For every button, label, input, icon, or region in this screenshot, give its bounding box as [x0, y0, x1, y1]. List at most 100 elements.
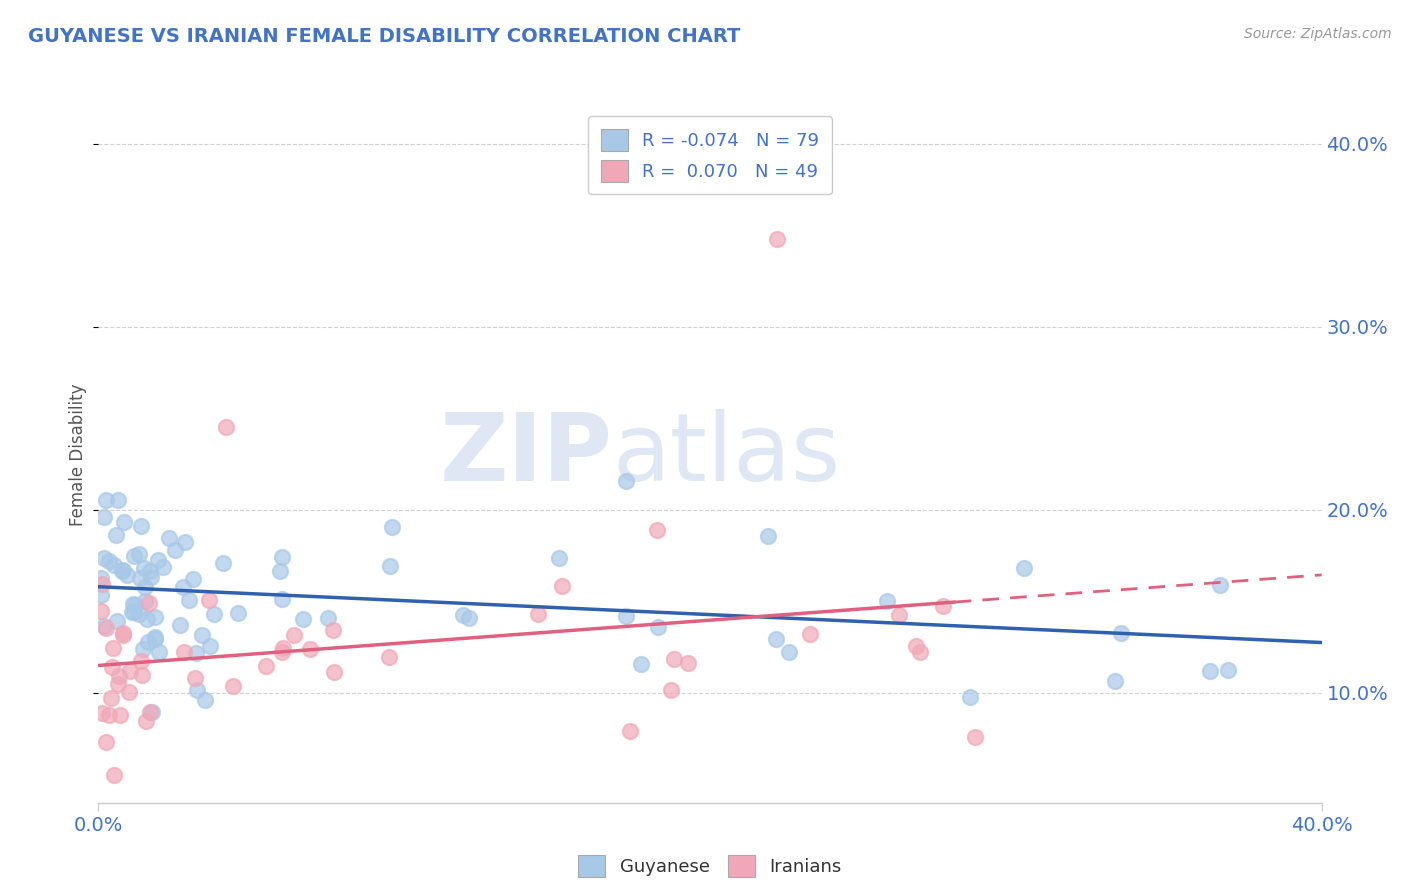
Text: ZIP: ZIP: [439, 409, 612, 501]
Point: [129, 519, 152, 533]
Point: [380, 559, 402, 574]
Point: [122, 597, 145, 611]
Point: [121, 605, 143, 619]
Point: [645, 524, 668, 538]
Point: [193, 693, 215, 707]
Point: [619, 724, 641, 739]
Point: [93, 509, 115, 524]
Text: Source: ZipAtlas.com: Source: ZipAtlas.com: [1244, 27, 1392, 41]
Point: [614, 475, 637, 489]
Point: [112, 515, 135, 529]
Point: [1012, 561, 1035, 575]
Y-axis label: Female Disability: Female Disability: [69, 384, 87, 526]
Point: [108, 668, 131, 682]
Point: [1199, 664, 1222, 678]
Point: [659, 683, 682, 698]
Point: [165, 543, 187, 558]
Point: [96, 621, 118, 635]
Point: [103, 640, 125, 655]
Point: [181, 572, 204, 586]
Point: [141, 570, 163, 584]
Point: [453, 607, 475, 622]
Point: [135, 714, 157, 729]
Point: [169, 618, 191, 632]
Point: [172, 580, 194, 594]
Point: [547, 550, 569, 565]
Point: [1111, 625, 1133, 640]
Point: [131, 668, 153, 682]
Point: [1218, 663, 1240, 677]
Point: [103, 768, 125, 782]
Point: [887, 608, 910, 623]
Point: [118, 664, 141, 678]
Point: [908, 645, 931, 659]
Text: atlas: atlas: [612, 409, 841, 501]
Point: [323, 665, 346, 680]
Point: [129, 654, 152, 668]
Point: [756, 529, 779, 543]
Point: [198, 593, 221, 607]
Point: [139, 706, 162, 720]
Point: [91, 706, 114, 721]
Point: [271, 591, 294, 606]
Point: [876, 594, 898, 608]
Point: [93, 619, 115, 633]
Point: [135, 612, 157, 626]
Point: [90, 577, 112, 591]
Point: [212, 557, 235, 571]
Point: [97, 708, 120, 723]
Point: [90, 588, 112, 602]
Point: [1104, 673, 1126, 688]
Point: [963, 730, 986, 744]
Point: [131, 641, 153, 656]
Point: [932, 599, 955, 613]
Point: [98, 554, 121, 568]
Point: [107, 677, 129, 691]
Text: GUYANESE VS IRANIAN FEMALE DISABILITY CORRELATION CHART: GUYANESE VS IRANIAN FEMALE DISABILITY CO…: [28, 27, 741, 45]
Point: [616, 609, 638, 624]
Point: [551, 579, 574, 593]
Point: [179, 592, 201, 607]
Point: [270, 549, 292, 564]
Point: [90, 604, 112, 618]
Point: [457, 611, 479, 625]
Point: [630, 657, 652, 671]
Point: [270, 645, 292, 659]
Point: [93, 551, 115, 566]
Point: [108, 708, 131, 723]
Point: [173, 644, 195, 658]
Point: [112, 563, 135, 577]
Point: [111, 565, 134, 579]
Point: [292, 612, 315, 626]
Point: [146, 553, 169, 567]
Point: [765, 632, 787, 647]
Point: [148, 645, 170, 659]
Point: [766, 232, 789, 246]
Point: [103, 558, 125, 572]
Point: [214, 420, 236, 434]
Point: [139, 564, 162, 578]
Point: [190, 628, 212, 642]
Point: [96, 735, 118, 749]
Point: [184, 646, 207, 660]
Point: [111, 628, 134, 642]
Point: [111, 626, 134, 640]
Point: [254, 658, 277, 673]
Point: [202, 607, 225, 622]
Point: [299, 642, 322, 657]
Point: [143, 610, 166, 624]
Point: [100, 691, 122, 706]
Point: [905, 640, 928, 654]
Point: [662, 651, 685, 665]
Point: [143, 631, 166, 645]
Point: [186, 682, 208, 697]
Point: [143, 632, 166, 647]
Point: [90, 571, 112, 585]
Point: [138, 596, 160, 610]
Point: [136, 635, 159, 649]
Point: [105, 614, 128, 628]
Point: [134, 593, 156, 607]
Point: [128, 607, 150, 621]
Point: [128, 547, 150, 561]
Point: [322, 623, 344, 637]
